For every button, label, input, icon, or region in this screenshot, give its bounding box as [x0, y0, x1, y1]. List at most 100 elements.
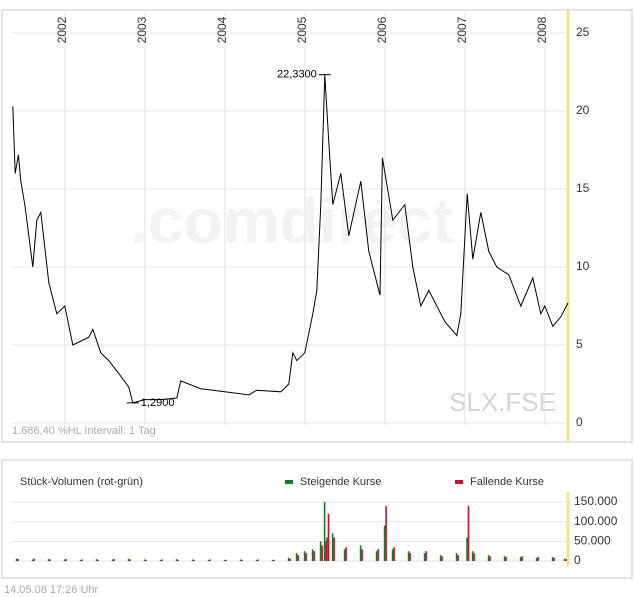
volume-bar — [473, 553, 475, 561]
volume-bar — [553, 557, 555, 561]
y-tick-label: 5 — [576, 337, 583, 351]
volume-bar — [95, 559, 98, 561]
volume-bar — [15, 558, 18, 561]
volume-bar — [297, 555, 299, 561]
volume-bar — [535, 557, 538, 561]
volume-bar — [467, 505, 470, 561]
volume-bar — [521, 556, 523, 561]
volume-bar — [111, 559, 114, 561]
y-tick-label: 25 — [576, 25, 590, 39]
volume-bar — [175, 559, 178, 561]
volume-bar — [303, 551, 306, 561]
volume-bar — [177, 559, 179, 561]
volume-bar — [129, 559, 131, 561]
volume-frame — [1, 459, 633, 579]
volume-bar — [225, 559, 227, 561]
watermark: .comdirect — [130, 185, 454, 257]
volume-bar — [551, 557, 554, 561]
volume-bar — [333, 537, 335, 561]
volume-bar — [289, 558, 291, 561]
volume-bar — [255, 559, 258, 561]
volume-bar — [31, 559, 34, 561]
panel-title: Stück-Volumen (rot-grün) — [20, 476, 143, 488]
volume-bar — [287, 557, 290, 561]
volume-bar — [161, 559, 163, 561]
y-tick-label: 15 — [576, 181, 590, 195]
y-tick-label: 20 — [576, 103, 590, 117]
volume-bar — [193, 559, 195, 561]
volume-bar — [345, 547, 347, 561]
volume-bar — [385, 505, 387, 561]
volume-bar — [537, 557, 539, 561]
volume-bar — [326, 537, 328, 561]
volume-bar — [207, 559, 210, 561]
footer: 14.05.08 17:26 Uhr — [4, 584, 99, 596]
x-tick-label: 2007 — [455, 16, 469, 43]
y-tick-label: 150.000 — [574, 494, 618, 508]
legend-swatch — [455, 480, 463, 484]
volume-bar — [505, 557, 507, 561]
volume-bar — [391, 549, 394, 561]
volume-bar — [563, 558, 566, 561]
annotation: 22,3300 — [277, 69, 317, 81]
volume-bar — [321, 545, 323, 561]
symbol: SLX.FSE — [449, 387, 556, 417]
volume-bar — [305, 553, 307, 561]
y-tick-label: 100.000 — [574, 514, 618, 528]
volume-bar — [63, 559, 66, 561]
volume-bar — [423, 553, 426, 561]
volume-bar — [65, 559, 67, 561]
volume-bar — [409, 553, 411, 561]
volume-bar — [127, 558, 130, 561]
price-line — [12, 74, 569, 404]
volume-bar — [489, 556, 491, 561]
x-tick-label: 2008 — [535, 16, 549, 43]
volume-bar — [145, 559, 147, 561]
volume-bar — [359, 545, 362, 561]
volume-bar — [81, 559, 83, 561]
volume-bar — [47, 559, 50, 561]
volume-bar — [273, 559, 275, 561]
legend-swatch — [285, 480, 293, 484]
volume-bar — [325, 541, 327, 561]
volume-bar — [241, 559, 243, 561]
volume-bar — [113, 559, 115, 561]
volume-bar — [239, 559, 242, 561]
legend-label: Fallende Kurse — [470, 476, 544, 488]
volume-bar — [393, 547, 395, 561]
volume-bar — [441, 556, 443, 561]
volume-bar — [565, 559, 567, 561]
volume-bar — [97, 559, 99, 561]
y-tick-label: 0 — [574, 553, 581, 567]
volume-bar — [361, 549, 363, 561]
volume-bar — [143, 559, 146, 561]
volume-bar — [457, 555, 459, 561]
volume-bar — [159, 559, 162, 561]
x-tick-label: 2002 — [55, 16, 69, 43]
volume-bar — [323, 502, 326, 561]
volume-bar — [313, 551, 315, 561]
volume-bar — [17, 559, 19, 561]
volume-bar — [383, 525, 386, 561]
volume-bar — [209, 559, 211, 561]
x-tick-label: 2004 — [215, 16, 229, 43]
y-tick-label: 10 — [576, 259, 590, 273]
volume-bar — [519, 557, 522, 561]
x-tick-label: 2003 — [135, 16, 149, 43]
volume-bar — [503, 556, 506, 561]
note: 1.686,40 %HL Intervall: 1 Tag — [12, 425, 156, 437]
volume-bar — [487, 555, 490, 561]
volume-bar — [439, 555, 442, 561]
volume-bar — [331, 533, 334, 561]
volume-bar — [257, 559, 259, 561]
volume-bar — [471, 551, 474, 561]
volume-bar — [223, 559, 226, 561]
volume-bar — [327, 513, 330, 561]
volume-bar — [79, 559, 82, 561]
y-tick-label: 0 — [576, 415, 583, 429]
volume-bar — [377, 549, 379, 561]
volume-bar — [295, 553, 298, 561]
volume-bar — [271, 559, 274, 561]
legend-label: Steigende Kurse — [300, 476, 381, 488]
